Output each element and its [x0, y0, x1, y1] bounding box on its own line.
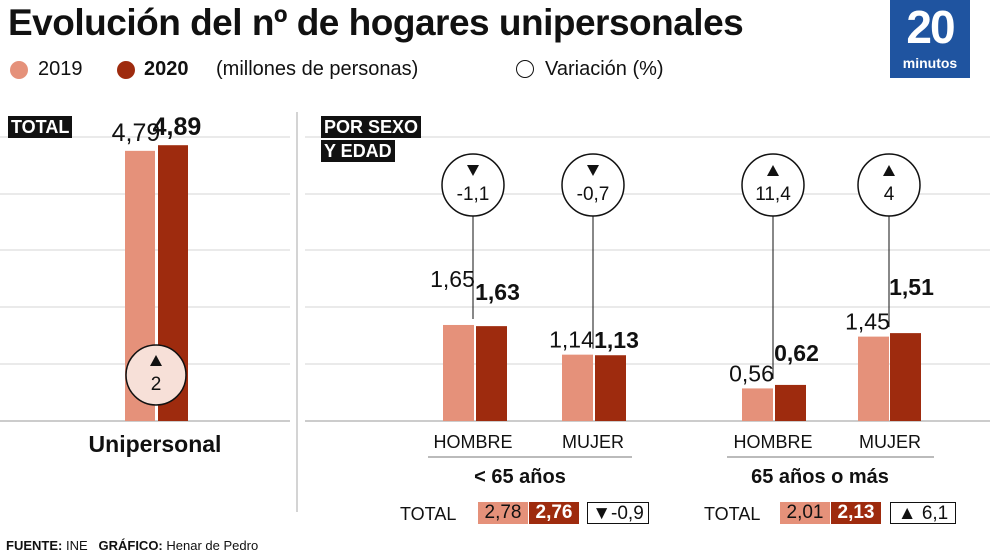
variation-value-4: 4 — [884, 184, 895, 205]
total-tag: TOTAL — [8, 116, 73, 138]
variation-value-2: -0,7 — [577, 184, 610, 205]
variation-circle-4 — [857, 153, 921, 217]
total-caption: Unipersonal — [88, 431, 222, 457]
legend-label-2020: 2020 — [144, 58, 189, 80]
variation-circle-2 — [561, 153, 625, 217]
value-label-2019-4: 1,45 — [845, 309, 890, 335]
summary-over65-variation: ▲ 6,1 — [890, 502, 956, 524]
footer-graphic-label: GRÁFICO: — [98, 538, 163, 553]
value-label-2019-3: 0,56 — [729, 360, 774, 386]
summary-under65-label: TOTAL — [400, 504, 457, 524]
sex-age-tag-line2: Y EDAD — [321, 140, 395, 162]
summary-under65-2019: 2,78 — [478, 502, 528, 524]
logo-text: minutos — [902, 55, 958, 71]
summary-over65-label: TOTAL — [704, 504, 761, 524]
variation-arrow-up-icon-4 — [883, 165, 895, 176]
bar-2020-1 — [476, 326, 507, 421]
footer-graphic: Henar de Pedro — [166, 538, 259, 553]
variation-arrow-down-icon-2 — [587, 165, 599, 176]
legend-swatch-2019 — [10, 61, 28, 79]
bar-2019-4 — [858, 336, 889, 421]
legend-label-variation: Variación (%) — [545, 58, 664, 80]
bar-2020-3 — [775, 384, 806, 421]
x-label-hombre-over65: HOMBRE — [733, 432, 813, 452]
legend-label-2019: 2019 — [38, 58, 83, 80]
value-label-2020-1: 1,63 — [475, 279, 520, 305]
variation-circle-1 — [441, 153, 505, 217]
variation-value-0: 2 — [151, 374, 162, 395]
bar-2019-3 — [742, 388, 773, 421]
legend-swatch-2020 — [117, 61, 135, 79]
summary-over65-2019: 2,01 — [780, 502, 830, 524]
value-label-2019-1: 1,65 — [430, 266, 475, 292]
x-label-mujer-under65: MUJER — [562, 432, 624, 452]
value-label-2019-2: 1,14 — [549, 327, 594, 353]
bar-2020-2 — [595, 355, 626, 421]
value-label-2020-3: 0,62 — [774, 340, 819, 366]
x-label-hombre-under65: HOMBRE — [433, 432, 513, 452]
summary-under65-variation: ▼-0,9 — [587, 502, 649, 524]
footer-credits: FUENTE: INE GRÁFICO: Henar de Pedro — [6, 538, 258, 553]
summary-over65-2020: 2,13 — [831, 502, 881, 524]
summary-under65-2020: 2,76 — [529, 502, 579, 524]
variation-value-1: -1,1 — [457, 184, 490, 205]
variation-circle-3 — [741, 153, 805, 217]
bar-2019-1 — [443, 324, 474, 421]
footer-source-label: FUENTE: — [6, 538, 63, 553]
value-label-2019-0: 4,79 — [112, 119, 161, 147]
under65-caption: < 65 años — [474, 466, 566, 488]
bar-2020-4 — [890, 333, 921, 421]
value-label-2020-4: 1,51 — [889, 274, 934, 300]
x-label-mujer-over65: MUJER — [859, 432, 921, 452]
variation-arrow-up-icon-0 — [150, 355, 162, 366]
variation-arrow-up-icon-3 — [767, 165, 779, 176]
variation-circle-0 — [125, 344, 187, 406]
legend-swatch-variation — [516, 60, 534, 78]
value-label-2020-0: 4,89 — [153, 113, 202, 141]
variation-arrow-down-icon-1 — [467, 165, 479, 176]
variation-value-3: 11,4 — [755, 184, 791, 205]
value-label-2020-2: 1,13 — [594, 327, 639, 353]
logo-number: 20 — [906, 1, 955, 53]
page-title: Evolución del nº de hogares unipersonale… — [8, 2, 744, 43]
legend-unit: (millones de personas) — [216, 58, 419, 80]
bar-2019-2 — [562, 354, 593, 421]
logo-20minutos: 20 minutos — [890, 0, 970, 78]
over65-caption: 65 años o más — [751, 466, 889, 488]
footer-source: INE — [65, 538, 88, 553]
sex-age-tag-line1: POR SEXO — [321, 116, 422, 138]
